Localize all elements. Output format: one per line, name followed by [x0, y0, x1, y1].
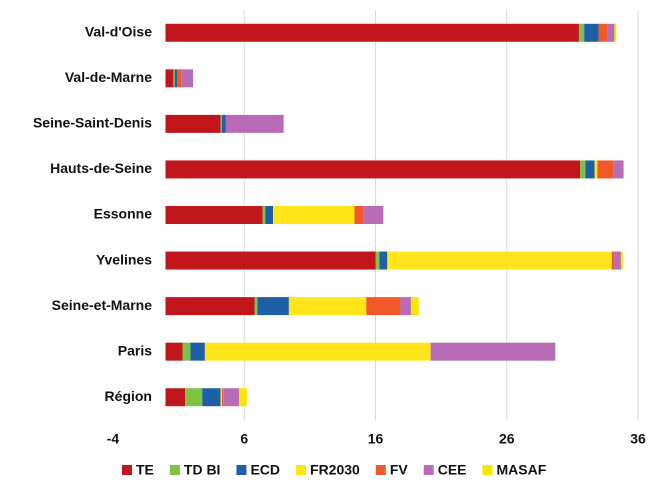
bar-segment — [165, 388, 186, 407]
bar-segment — [620, 251, 623, 270]
bar-segment — [165, 160, 581, 179]
bar-segment — [190, 342, 205, 361]
bar-segment — [387, 251, 612, 270]
bar-segment — [375, 251, 380, 270]
bar-segment — [254, 297, 258, 316]
bar-segment — [173, 69, 175, 88]
legend-swatch — [236, 465, 247, 475]
bar-segment — [165, 297, 255, 316]
legend-label: MASAF — [497, 462, 547, 478]
bar-segment — [410, 297, 419, 316]
bar-segment — [614, 251, 621, 270]
legend-label: TE — [136, 462, 154, 478]
bar-segment — [584, 23, 599, 42]
legend-label: FV — [390, 462, 409, 478]
bar-segment — [220, 114, 222, 133]
legend-swatch — [482, 465, 493, 475]
legend-swatch — [296, 465, 307, 475]
bar-segment — [165, 114, 221, 133]
y-tick-label: Essonne — [94, 206, 153, 222]
y-tick-label: Yvelines — [96, 251, 152, 267]
y-tick-label: Région — [105, 388, 152, 404]
bar-segment — [597, 160, 614, 179]
bar-segment — [354, 206, 364, 224]
bar-segment — [177, 69, 182, 88]
bar-segment — [181, 69, 194, 88]
bar-segment — [613, 160, 624, 179]
bar-segment — [288, 297, 367, 316]
y-tick-label: Val-d'Oise — [85, 23, 152, 39]
bar-segment — [165, 206, 263, 224]
bar-segment — [265, 206, 274, 224]
legend-swatch — [375, 465, 386, 475]
bar-segment — [598, 23, 608, 42]
legend-swatch — [169, 465, 180, 475]
bar-segment — [221, 388, 224, 407]
legend-label: ECD — [250, 462, 280, 478]
y-tick-label: Val-de-Marne — [65, 69, 152, 85]
bar-segment — [204, 342, 431, 361]
x-tick-label: 26 — [499, 431, 515, 447]
bar-segment — [182, 342, 191, 361]
bar-segment — [221, 114, 226, 133]
x-tick-label: -4 — [107, 431, 120, 447]
bar-segment — [165, 23, 579, 42]
bar-segment — [400, 297, 411, 316]
bar-segment — [363, 206, 384, 224]
bar-segment — [223, 388, 239, 407]
y-tick-label: Hauts-de-Seine — [50, 160, 152, 176]
bar-segment — [165, 342, 183, 361]
bar-segment — [202, 388, 221, 407]
x-tick-label: 6 — [240, 431, 248, 447]
bar-segment — [220, 388, 222, 407]
bar-segment — [239, 388, 247, 407]
bar-segment — [366, 297, 401, 316]
legend-label: FR2030 — [310, 462, 360, 478]
bar-segment — [379, 251, 388, 270]
bar-segment — [430, 342, 556, 361]
legend-label: TD BI — [184, 462, 221, 478]
bar-segment — [607, 23, 615, 42]
bar-segment — [580, 160, 586, 179]
bar-segment — [578, 23, 585, 42]
bar-segment — [262, 206, 266, 224]
bar-segment — [594, 160, 598, 179]
y-tick-label: Seine-et-Marne — [52, 297, 153, 313]
bar-segment — [611, 251, 615, 270]
x-tick-label: 16 — [368, 431, 384, 447]
legend-swatch — [423, 465, 434, 475]
bar-segment — [614, 23, 617, 42]
legend-label: CEE — [438, 462, 467, 478]
bar-segment — [165, 251, 376, 270]
bar-segment — [165, 69, 174, 88]
x-tick-label: 36 — [630, 431, 646, 447]
legend-swatch — [122, 465, 132, 475]
bar-segment — [585, 160, 595, 179]
bar-segment — [185, 388, 203, 407]
bar-segment — [257, 297, 289, 316]
bar-segment — [273, 206, 355, 224]
y-tick-label: Paris — [118, 342, 152, 358]
y-tick-label: Seine-Saint-Denis — [33, 115, 152, 131]
bar-segment — [225, 114, 284, 133]
bar-segment — [174, 69, 178, 88]
